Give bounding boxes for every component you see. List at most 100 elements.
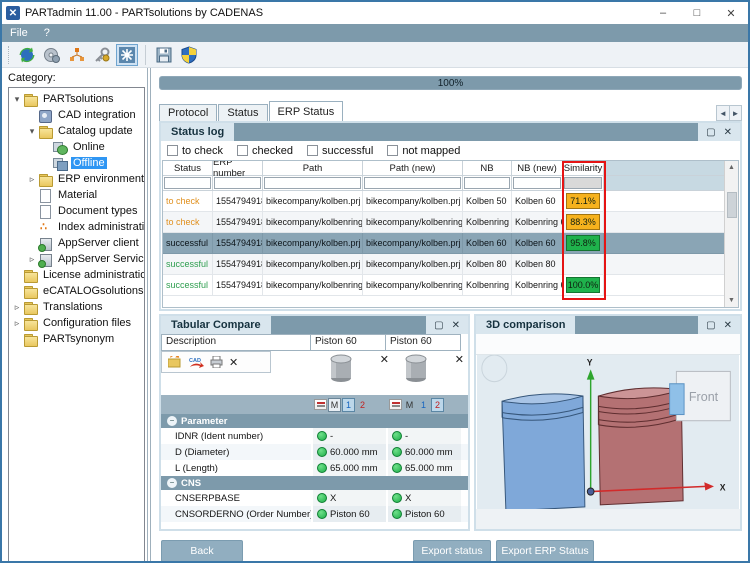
export-status-button[interactable]: Export status xyxy=(413,540,491,561)
similarity-filter-input[interactable] xyxy=(564,177,602,189)
service-settings-icon[interactable] xyxy=(116,43,138,66)
tree-item-configuration-files[interactable]: ▹ Configuration files xyxy=(9,315,144,331)
tree-item-erp-environment[interactable]: ▹ ERP environment xyxy=(9,171,144,187)
open-icon[interactable] xyxy=(168,356,182,368)
tab-status[interactable]: Status xyxy=(218,104,268,121)
view-button-2[interactable]: 2 xyxy=(359,399,365,410)
table-row[interactable]: to check1554794918.0bikecompany/kolben.p… xyxy=(163,191,738,212)
checkbox-successful[interactable]: successful xyxy=(306,145,373,157)
checkbox-icon[interactable] xyxy=(236,145,248,156)
tree-item-material[interactable]: Material xyxy=(9,187,144,203)
menu-item-file[interactable]: File xyxy=(10,27,28,39)
table-scrollbar[interactable]: ▲ ▼ xyxy=(724,161,738,307)
tree-item-appserver-client[interactable]: AppServer client xyxy=(9,235,144,252)
minimize-button[interactable]: – xyxy=(659,7,667,19)
tree-item-cad-integration[interactable]: CAD integration xyxy=(9,107,144,123)
3d-toolbar xyxy=(476,334,740,355)
expand-icon[interactable]: ▹ xyxy=(29,173,35,184)
3d-viewport[interactable]: Y X Front xyxy=(477,354,739,512)
compare-close-icon[interactable]: ✕ xyxy=(229,356,239,369)
tree-item-index-administration[interactable]: Index administration xyxy=(9,219,144,235)
view-button-2[interactable]: 2 xyxy=(431,397,444,412)
report-view-icon[interactable] xyxy=(389,399,402,410)
tabular-compare-close-icon[interactable]: ✕ xyxy=(451,319,460,331)
checkbox-icon[interactable] xyxy=(167,145,178,156)
column-header-status[interactable]: Status xyxy=(163,161,213,176)
filter-input[interactable] xyxy=(164,177,211,189)
filter-input[interactable] xyxy=(464,177,510,189)
expand-icon[interactable]: ▹ xyxy=(29,253,35,264)
table-row[interactable]: successful1554794918.4bikecompany/kolben… xyxy=(163,275,738,296)
collapse-section-icon[interactable]: − xyxy=(167,478,177,488)
scroll-down-icon[interactable]: ▼ xyxy=(728,297,735,304)
column-header-similarity[interactable]: Similarity xyxy=(563,161,604,176)
column-header-nb[interactable]: NB xyxy=(463,161,512,176)
tree-item-partsolutions[interactable]: ▾ PARTsolutions xyxy=(9,91,144,107)
checkbox-icon[interactable] xyxy=(306,145,318,156)
user-key-icon[interactable] xyxy=(91,44,113,66)
scroll-up-icon[interactable]: ▲ xyxy=(728,164,735,171)
tree-item-translations[interactable]: ▹ Translations xyxy=(9,299,144,315)
table-row[interactable]: to check1554794918.3bikecompany/kolbenri… xyxy=(163,212,738,233)
tree-item-document-types[interactable]: Document types xyxy=(9,203,144,219)
collapse-icon[interactable]: ▾ xyxy=(29,125,35,136)
catalog-offline-icon[interactable] xyxy=(41,44,63,66)
checkbox-icon[interactable] xyxy=(387,145,399,156)
view-button-m[interactable]: M xyxy=(328,397,341,412)
checkbox-checked[interactable]: checked xyxy=(236,145,293,157)
cad-export-icon[interactable]: CAD xyxy=(188,356,204,369)
tree-item-license-administration[interactable]: License administration xyxy=(9,267,144,283)
column-header-path[interactable]: Path xyxy=(263,161,363,176)
column-header-nb-new[interactable]: NB (new) xyxy=(512,161,563,176)
maximize-button[interactable]: □ xyxy=(693,7,701,19)
column-header-path-new[interactable]: Path (new) xyxy=(363,161,463,176)
view-button-1[interactable]: 1 xyxy=(420,399,426,410)
print-icon[interactable] xyxy=(210,356,223,368)
report-view-icon[interactable] xyxy=(314,399,327,410)
table-row[interactable]: successful1554794918.2bikecompany/kolben… xyxy=(163,254,738,275)
tabular-compare-maximize-icon[interactable]: ▢ xyxy=(434,319,444,331)
index-administration-icon[interactable] xyxy=(66,44,88,66)
back-button[interactable]: Back xyxy=(161,540,243,561)
checkbox-to-check[interactable]: to check xyxy=(167,145,223,157)
tab-scroll-left-icon[interactable]: ◄ xyxy=(717,106,729,120)
tree-item-ecatalogsolutions[interactable]: eCATALOGsolutions xyxy=(9,283,144,299)
filter-input[interactable] xyxy=(264,177,361,189)
column-header-erp-number[interactable]: ERP number xyxy=(213,161,263,179)
menu-item-[interactable]: ? xyxy=(43,27,50,39)
section-header-cns[interactable]: − CNS xyxy=(161,476,468,490)
tree-item-online[interactable]: Online xyxy=(9,139,144,155)
tree-item-appserver-service[interactable]: ▹ AppServer Service xyxy=(9,251,144,268)
tab-protocol[interactable]: Protocol xyxy=(159,104,218,121)
tab-erp-status[interactable]: ERP Status xyxy=(268,101,344,121)
3d-close-icon[interactable]: ✕ xyxy=(723,319,732,331)
section-header-parameter[interactable]: − Parameter xyxy=(161,414,468,428)
tree-item-offline[interactable]: Offline xyxy=(9,155,144,171)
filter-input[interactable] xyxy=(214,177,261,189)
tree-item-catalog-update[interactable]: ▾ Catalog update xyxy=(9,123,144,139)
filter-input[interactable] xyxy=(364,177,461,189)
filter-input[interactable] xyxy=(513,177,561,189)
expand-icon[interactable]: ▹ xyxy=(14,301,20,312)
view-button-m[interactable]: M xyxy=(405,399,414,410)
collapse-icon[interactable]: ▾ xyxy=(14,93,20,104)
expand-icon[interactable]: ▹ xyxy=(14,317,20,328)
close-button[interactable]: ✕ xyxy=(726,7,736,20)
3d-maximize-icon[interactable]: ▢ xyxy=(706,319,716,331)
scroll-thumb[interactable] xyxy=(726,192,737,218)
export-erp-status-button[interactable]: Export ERP Status xyxy=(496,540,594,561)
part1-remove-icon[interactable]: ✕ xyxy=(379,354,389,366)
tab-scroll-right-icon[interactable]: ► xyxy=(729,106,741,120)
save-icon[interactable] xyxy=(153,44,175,66)
table-row[interactable]: successful1554794918.1bikecompany/kolben… xyxy=(163,233,738,254)
collapse-section-icon[interactable]: − xyxy=(167,416,177,426)
admin-shield-icon[interactable] xyxy=(178,44,200,66)
checkbox-not-mapped[interactable]: not mapped xyxy=(387,145,460,157)
status-log-close-icon[interactable]: ✕ xyxy=(723,126,732,138)
tree-item-partsynonym[interactable]: PARTsynonym xyxy=(9,331,144,347)
sidebar-splitter[interactable] xyxy=(147,68,151,561)
status-log-maximize-icon[interactable]: ▢ xyxy=(706,126,716,138)
catalog-update-icon[interactable] xyxy=(16,44,38,66)
part2-remove-icon[interactable]: ✕ xyxy=(454,354,464,366)
view-button-1[interactable]: 1 xyxy=(342,397,355,412)
